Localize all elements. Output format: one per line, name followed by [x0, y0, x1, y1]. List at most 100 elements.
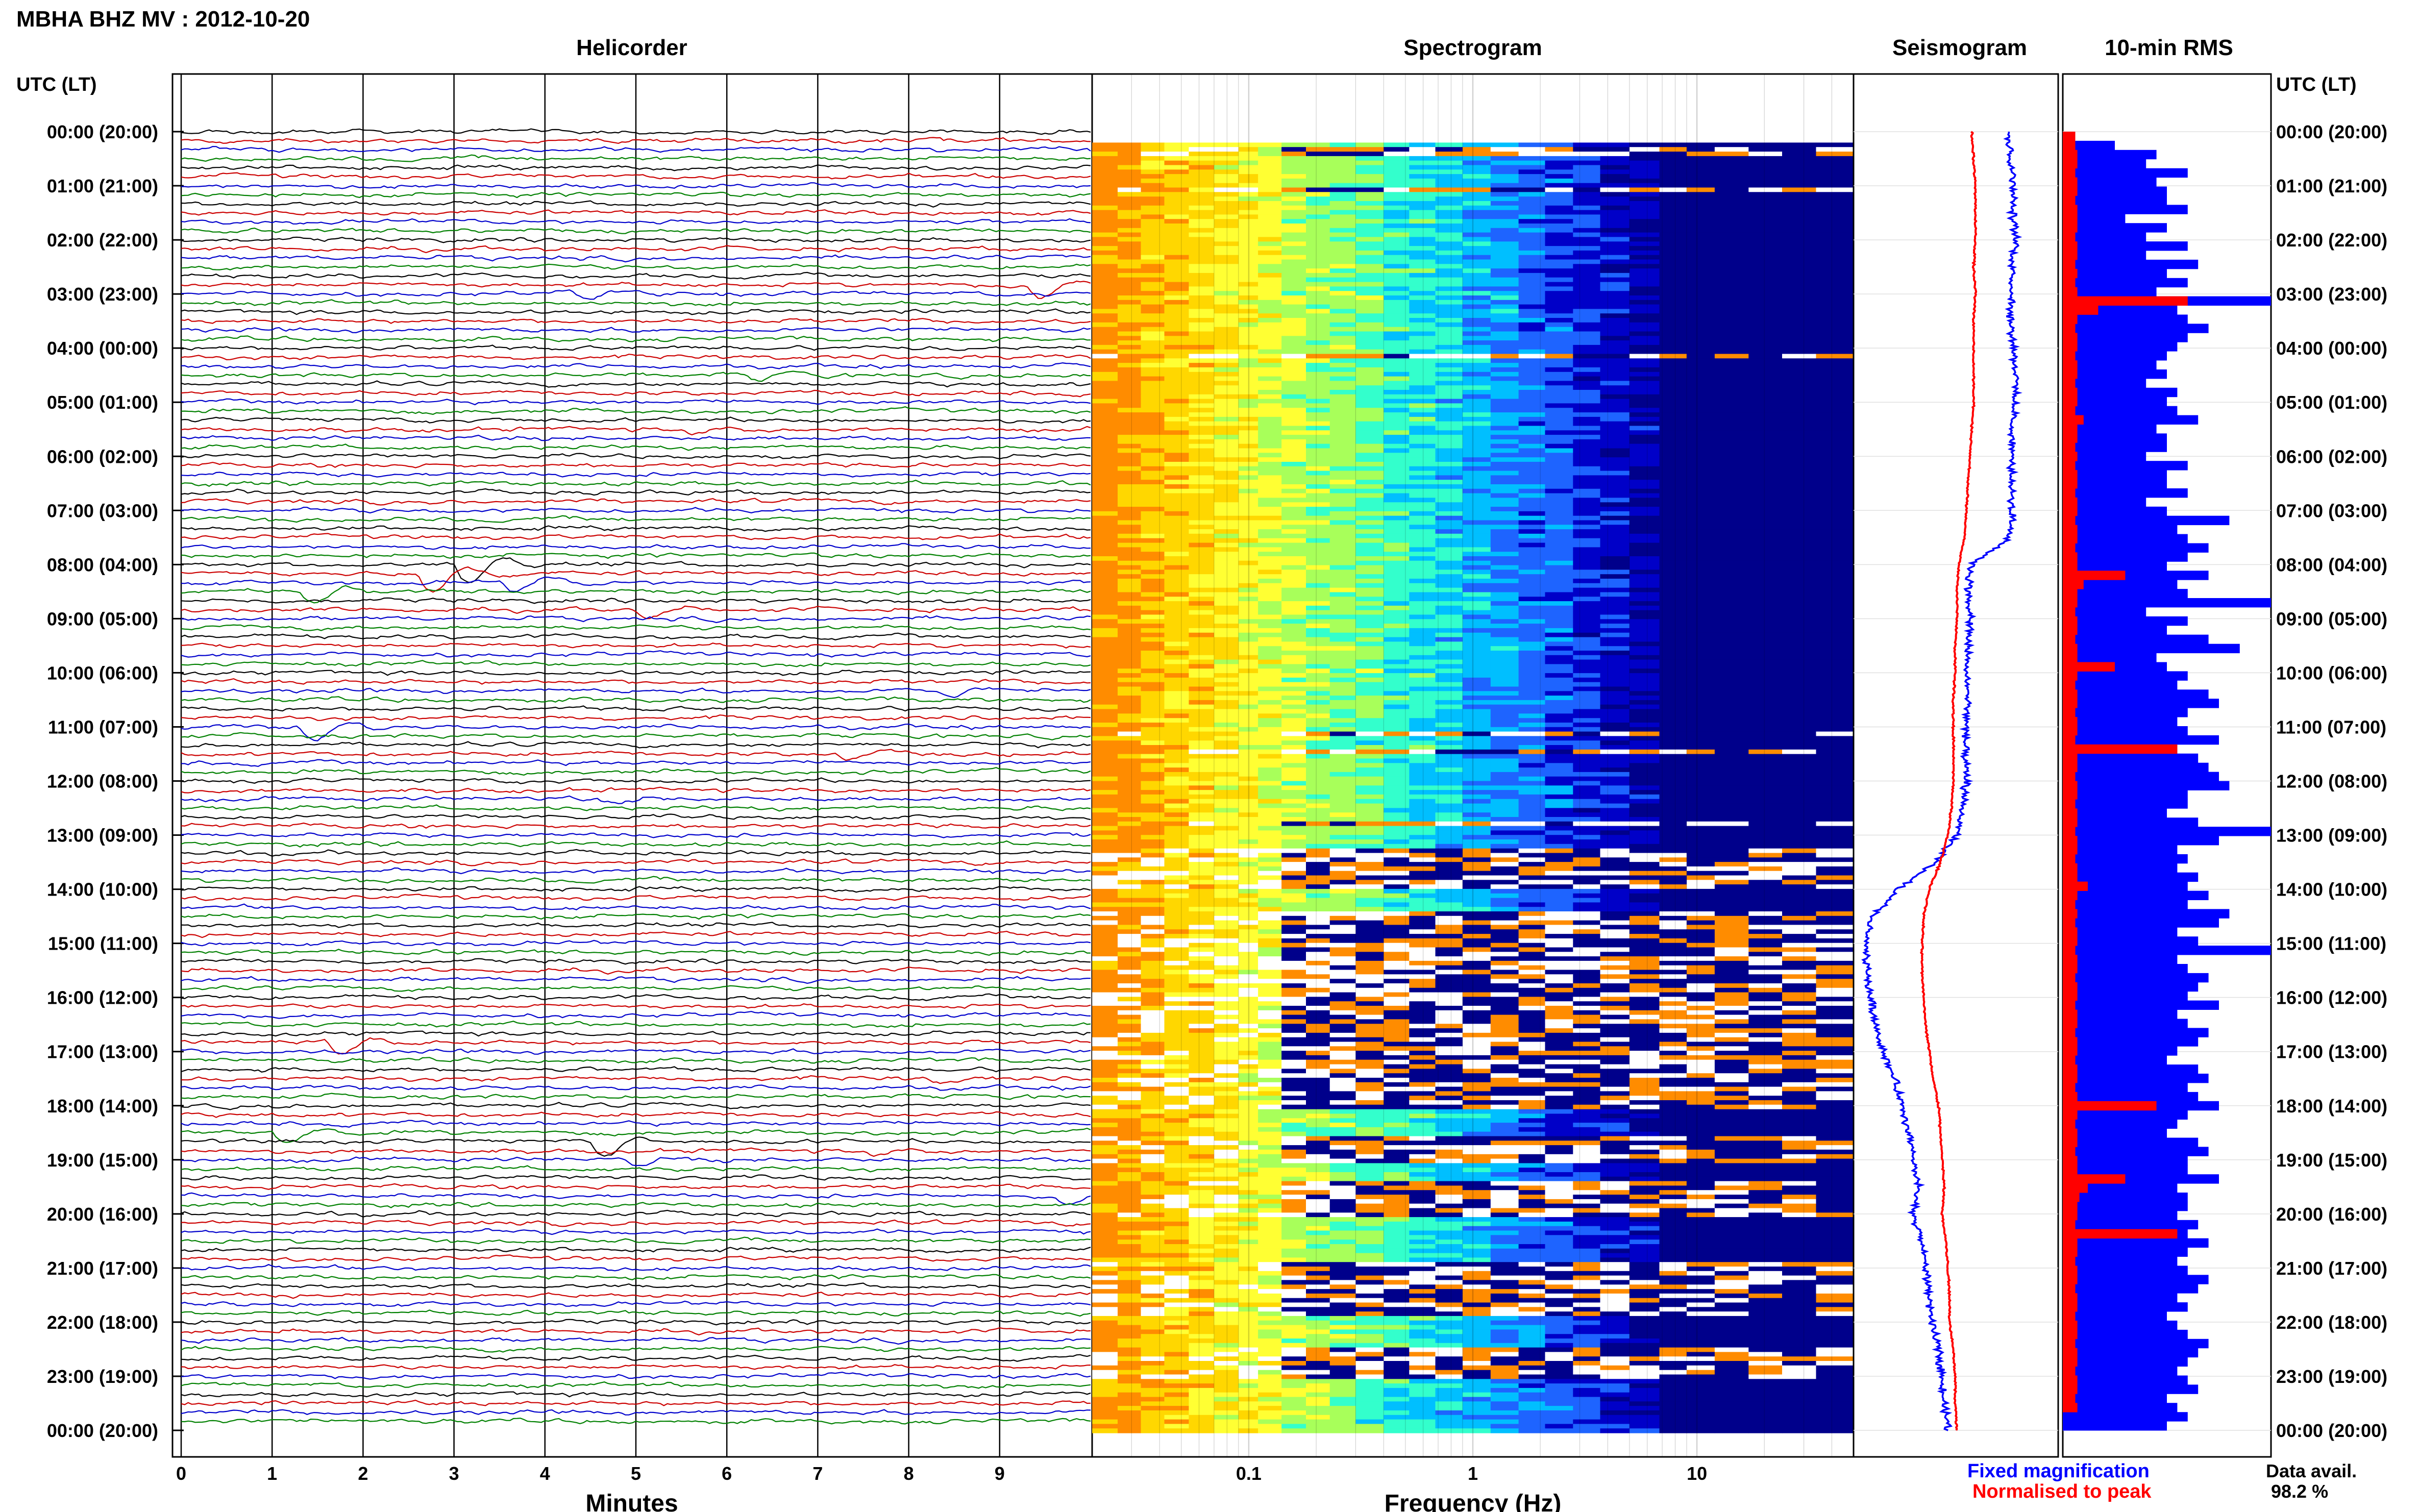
spectrogram-cell [1118, 511, 1142, 516]
spectrogram-cell [1189, 371, 1215, 377]
spectrogram-cell [1545, 300, 1573, 305]
spectrogram-cell [1214, 443, 1239, 449]
spectrogram-cell [1573, 367, 1600, 373]
spectrogram-cell [1490, 569, 1519, 575]
spectrogram-cell [1238, 313, 1258, 318]
spectrogram-cell [1629, 552, 1660, 557]
spectrogram-cell [1490, 826, 1519, 831]
spectrogram-cell [1490, 632, 1519, 638]
spectrogram-cell [1141, 507, 1165, 512]
spectrogram-cell [1518, 228, 1546, 233]
spectrogram-cell [1545, 241, 1573, 246]
spectrogram-cell [1748, 907, 1783, 912]
spectrogram-cell [1281, 183, 1306, 188]
spectrogram-cell [1629, 569, 1660, 575]
spectrogram-cell [1214, 574, 1239, 579]
spectrogram-cell [1435, 862, 1463, 867]
spectrogram-cell [1545, 214, 1573, 219]
spectrogram-cell [1435, 794, 1463, 800]
spectrogram-cell [1189, 723, 1215, 728]
spectrogram-cell [1189, 713, 1215, 718]
spectrogram-cell [1490, 367, 1519, 373]
spectrogram-cell [1518, 264, 1546, 269]
spectrogram-cell [1189, 790, 1215, 795]
spectrogram-cell [1748, 255, 1783, 260]
spectrogram-cell [1384, 291, 1410, 296]
spectrogram-cell [1092, 587, 1118, 593]
spectrogram-cell [1687, 502, 1715, 507]
spectrogram-cell [1258, 727, 1282, 732]
spectrogram-cell [1189, 480, 1215, 485]
spectrogram-cell [1306, 731, 1330, 737]
spectrogram-cell [1600, 884, 1630, 889]
spectrogram-cell [1816, 169, 1854, 175]
spectrogram-cell [1092, 646, 1118, 651]
spectrogram-cell [1189, 799, 1215, 804]
spectrogram-cell [1435, 152, 1463, 157]
spectrogram-cell [1409, 205, 1436, 211]
spectrogram-cell [1816, 803, 1854, 809]
spectrogram-cell [1659, 704, 1687, 710]
spectrogram-cell [1258, 888, 1282, 894]
spectrogram-cell [1659, 610, 1687, 615]
spectrogram-cell [1189, 772, 1215, 777]
spectrogram-cell [1281, 196, 1306, 202]
spectrogram-cell [1306, 830, 1330, 835]
spectrogram-cell [1748, 853, 1783, 858]
spectrogram-cell [1714, 201, 1749, 206]
spectrogram-cell [1118, 399, 1142, 404]
spectrogram-cell [1384, 421, 1410, 427]
spectrogram-cell [1545, 552, 1573, 557]
spectrogram-cell [1141, 327, 1165, 332]
spectrogram-cell [1355, 435, 1384, 440]
spectrogram-cell [1462, 826, 1491, 831]
helicorder-trace [181, 263, 1091, 270]
spectrogram-cell [1306, 187, 1330, 192]
spectrogram-cell [1384, 637, 1410, 642]
spectrogram-cell [1306, 169, 1330, 175]
spectrogram-cell [1118, 682, 1142, 687]
spectrogram-cell [1816, 192, 1854, 197]
spectrogram-cell [1189, 403, 1215, 408]
spectrogram-cell [1435, 637, 1463, 642]
spectrogram-cell [1189, 286, 1215, 291]
spectrogram-cell [1258, 192, 1282, 197]
spectrogram-cell [1782, 767, 1816, 773]
spectrogram-cell [1258, 556, 1282, 561]
spectrogram-cell [1214, 614, 1239, 619]
spectrogram-cell [1714, 888, 1749, 894]
spectrogram-cell [1141, 556, 1165, 561]
spectrogram-cell [1462, 304, 1491, 310]
spectrogram-cell [1214, 259, 1239, 264]
spectrogram-cell [1384, 399, 1410, 404]
spectrogram-cell [1092, 911, 1118, 916]
spectrogram-cell [1518, 376, 1546, 382]
spectrogram-cell [1281, 272, 1306, 278]
spectrogram-cell [1573, 291, 1600, 296]
spectrogram-cell [1573, 781, 1600, 786]
spectrogram-cell [1329, 542, 1356, 548]
spectrogram-cell [1659, 354, 1687, 359]
spectrogram-cell [1092, 205, 1118, 211]
spectrogram-cell [1629, 201, 1660, 206]
spectrogram-cell [1816, 731, 1854, 737]
spectrogram-cell [1600, 696, 1630, 701]
spectrogram-cell [1189, 871, 1215, 876]
spectrogram-cell [1258, 862, 1282, 867]
spectrogram-cell [1435, 439, 1463, 444]
spectrogram-cell [1600, 340, 1630, 345]
spectrogram-cell [1141, 911, 1165, 916]
spectrogram-cell [1714, 727, 1749, 732]
spectrogram-cell [1092, 821, 1118, 827]
spectrogram-cell [1490, 156, 1519, 161]
spectrogram-cell [1435, 488, 1463, 494]
spectrogram-cell [1214, 205, 1239, 211]
spectrogram-cell [1258, 507, 1282, 512]
spectrogram-cell [1214, 547, 1239, 552]
spectrogram-cell [1214, 272, 1239, 278]
spectrogram-cell [1329, 201, 1356, 206]
spectrogram-cell [1141, 480, 1165, 485]
spectrogram-cell [1092, 291, 1118, 296]
spectrogram-cell [1748, 839, 1783, 845]
spectrogram-cell [1490, 439, 1519, 444]
